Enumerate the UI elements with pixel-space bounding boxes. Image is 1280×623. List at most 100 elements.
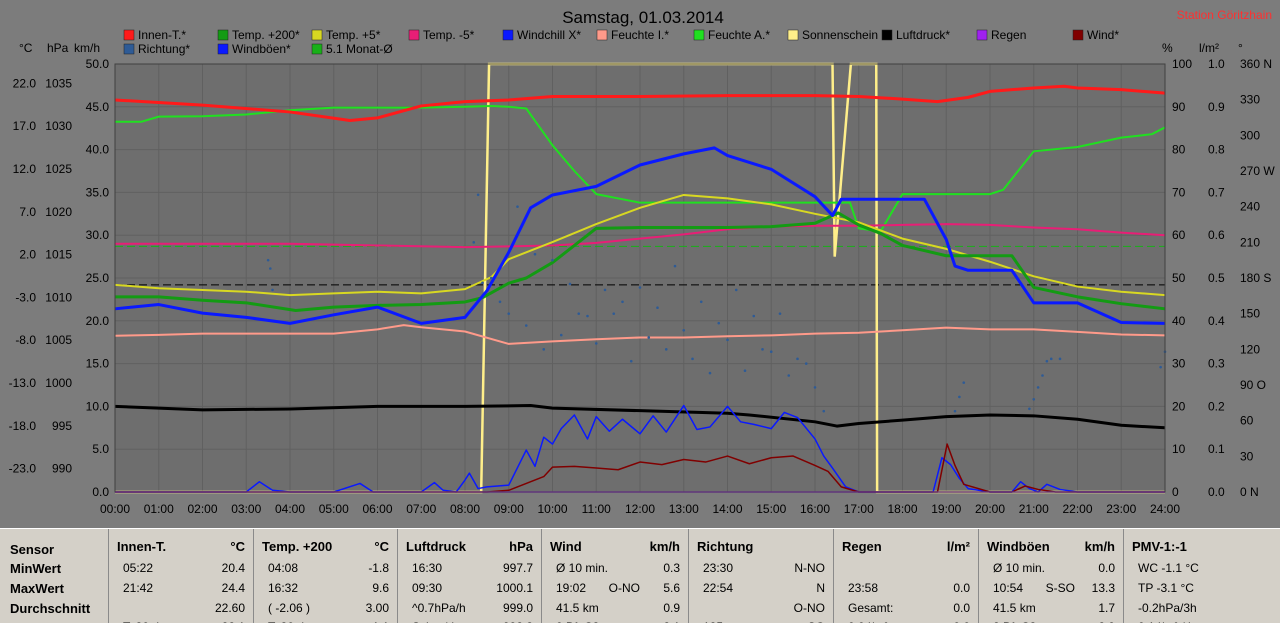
stats-cell: 13.3 [1091, 581, 1115, 595]
richtung-point [594, 342, 598, 345]
legend-item-label: Temp. +5* [326, 28, 381, 42]
stats-row: TP -3.1 °C [1124, 581, 1280, 600]
axis-tick-kmh: 0.0 [92, 485, 109, 499]
plot-frame [114, 63, 1166, 493]
axis-tick-hpa: 1025 [45, 162, 72, 176]
axis-tick-hpa: 1010 [45, 290, 72, 304]
stats-section: Luftdruck hPa 16:30 997.7 09:30 1000.1 ^0.7hPa… [397, 529, 541, 623]
richtung-point [481, 281, 484, 285]
legend-item-label: Temp. +200* [232, 28, 300, 42]
stats-row: 22.60 [109, 601, 253, 620]
x-tick-label: 13:00 [669, 502, 699, 516]
stats-cell: 16:32 [268, 581, 299, 595]
richtung-point [638, 286, 642, 289]
axis-tick-pct: 50 [1172, 271, 1186, 285]
richtung-point [612, 312, 616, 315]
axis-tick-celsius: 17.0 [13, 119, 37, 133]
axis-tick-celsius: -3.0 [15, 290, 36, 304]
richtung-point [761, 348, 764, 351]
x-tick-label: 24:00 [1150, 502, 1180, 516]
stats-cell: 0.0 [953, 601, 970, 615]
stats-cell: Ø 10 min. [993, 561, 1046, 575]
stats-cell: 21:42 [123, 581, 154, 595]
richtung-point [796, 357, 799, 361]
grid [115, 64, 1165, 492]
unit-celsius: °C [19, 41, 33, 55]
stats-section-title: Regen [842, 539, 882, 554]
stats-cell: 5.6 [663, 581, 680, 595]
axis-tick-deg: 210 [1240, 235, 1260, 249]
axis-tick-hpa: 1015 [45, 248, 72, 262]
stats-section: Temp. +200 °C 04:08 -1.8 16:32 9.6 ( -2.06 ) 3.… [253, 529, 397, 623]
stats-cell: 23:58 [848, 581, 879, 595]
stats-row: 19:02 O-NO 5.6 [542, 581, 688, 600]
richtung-point [1028, 407, 1031, 411]
axis-tick-kmh: 30.0 [86, 228, 110, 242]
richtung-point [691, 357, 694, 361]
stats-section-unit: °C [374, 539, 389, 554]
unit-lm2: l/m² [1199, 41, 1219, 55]
axis-tick-pct: 60 [1172, 228, 1186, 242]
legend-swatch [787, 29, 799, 41]
axis-tick-kmh: 45.0 [86, 100, 110, 114]
legend-swatch [502, 29, 514, 41]
stats-cell: 41.5 km [556, 601, 599, 615]
legend-item-label: Temp. -5* [423, 28, 475, 42]
richtung-point [656, 306, 659, 310]
stats-section-title: Windböen [987, 539, 1050, 554]
richtung-point [507, 312, 511, 315]
luftdruck-line [114, 404, 1166, 430]
richtung-point [1045, 359, 1049, 363]
unit-hpa: hPa [47, 41, 69, 55]
richtung-point [1036, 386, 1040, 389]
weather-chart: Samstag, 01.03.2014 Station Göritzhain I… [9, 8, 1276, 516]
stats-row: 23:30 N-NO [689, 561, 833, 580]
stats-cell: 05:22 [123, 561, 154, 575]
x-tick-label: 03:00 [231, 502, 261, 516]
axis-tick-celsius: -13.0 [9, 376, 37, 390]
stats-cell: 0.0 [1098, 561, 1115, 575]
x-tick-label: 04:00 [275, 502, 305, 516]
richtung-point [822, 409, 826, 413]
x-tick-label: 02:00 [187, 502, 217, 516]
stats-cell: 09:30 [412, 581, 443, 595]
richtung-point [498, 300, 502, 304]
stats-row-label: MaxWert [10, 581, 64, 596]
legend-item-label: Wind* [1087, 28, 1119, 42]
axis-tick-deg: 330 [1240, 93, 1260, 107]
stats-cell: 0.9 [663, 601, 680, 615]
legend-item-label: Windböen* [232, 42, 291, 56]
richtung-point [603, 288, 607, 292]
richtung-point [542, 348, 546, 351]
windchill-line [114, 146, 1166, 325]
x-tick-label: 22:00 [1062, 502, 1092, 516]
x-tick-label: 19:00 [931, 502, 961, 516]
stats-row: ^0.7hPa/h 999.0 [398, 601, 541, 620]
richtung-point [804, 362, 808, 365]
axis-tick-hpa: 1030 [45, 119, 72, 133]
t5-line [114, 193, 1166, 297]
legend-item-label: Windchill X* [517, 28, 581, 42]
axis-tick-kmh: 40.0 [86, 143, 110, 157]
legend-swatch [881, 29, 893, 41]
legend-swatch [1072, 29, 1084, 41]
reference-lines [115, 245, 1165, 286]
x-tick-label: 10:00 [537, 502, 567, 516]
axis-tick-lm2: 0.5 [1208, 271, 1225, 285]
axis-tick-celsius: -18.0 [9, 419, 37, 433]
axis-tick-deg: 300 [1240, 128, 1260, 142]
axis-tick-celsius: 2.0 [19, 248, 36, 262]
stats-row: Ø 10 min. 0.3 [542, 561, 688, 580]
stats-cell: 20.4 [221, 561, 245, 575]
legend-item-label: Sonnenschein [802, 28, 878, 42]
axis-tick-hpa: 1035 [45, 76, 72, 90]
legend-swatch [408, 29, 420, 41]
stats-cell: Ø 10 min. [556, 561, 609, 575]
stats-cell: N [816, 581, 825, 595]
stats-cell: Gesamt: [848, 601, 894, 615]
richtung-point [472, 241, 476, 244]
axis-tick-kmh: 25.0 [86, 271, 110, 285]
axis-tick-deg: 60 [1240, 414, 1254, 428]
stats-cell: O-NO [793, 601, 825, 615]
